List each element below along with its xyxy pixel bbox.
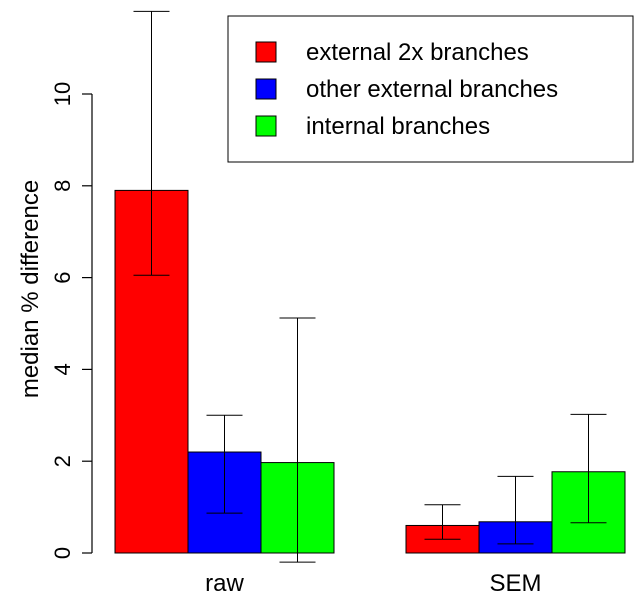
y-tick-label: 8 bbox=[50, 180, 75, 192]
legend-label: internal branches bbox=[306, 113, 490, 140]
error-bars bbox=[133, 10, 607, 563]
y-tick-label: 0 bbox=[50, 547, 75, 559]
y-axis: 0 2 4 6 8 10 bbox=[50, 82, 93, 559]
legend-swatch bbox=[255, 115, 277, 137]
y-tick-label: 10 bbox=[50, 82, 75, 106]
y-tick-label: 4 bbox=[50, 363, 75, 375]
legend-swatch bbox=[255, 78, 277, 100]
legend: external 2x branches other external branc… bbox=[227, 15, 634, 163]
bars bbox=[114, 189, 626, 554]
legend-label: external 2x branches bbox=[306, 39, 529, 66]
y-tick-label: 2 bbox=[50, 455, 75, 467]
y-tick-label: 6 bbox=[50, 271, 75, 283]
category-labels: raw SEM bbox=[205, 570, 541, 597]
x-category-label: raw bbox=[205, 570, 244, 597]
legend-box bbox=[227, 15, 634, 163]
x-category-label: SEM bbox=[489, 570, 541, 597]
y-axis-label: median % difference bbox=[17, 180, 44, 398]
legend-swatch bbox=[255, 41, 277, 63]
legend-label: other external branches bbox=[306, 76, 558, 103]
